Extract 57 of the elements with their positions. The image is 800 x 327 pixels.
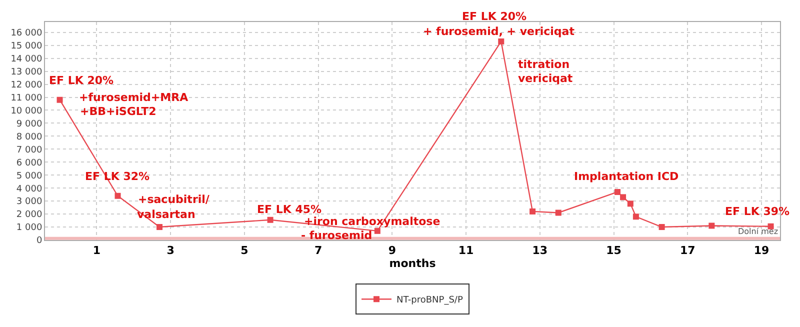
- x-tick-label: 1: [92, 244, 101, 258]
- x-tick-label: 7: [314, 244, 322, 258]
- y-tick-label: 15 000: [10, 42, 42, 52]
- annotation: EF LK 20%: [462, 10, 527, 23]
- point: [555, 210, 562, 216]
- y-tick-label: 16 000: [10, 28, 42, 39]
- annotation: + furosemid, + vericiqat: [423, 25, 574, 38]
- y-tick-label: 8 000: [16, 132, 42, 142]
- point: [267, 216, 274, 223]
- annotation: EF LK 39%: [725, 205, 790, 218]
- annotation: +furosemid+MRA: [79, 91, 189, 104]
- point: [530, 208, 536, 214]
- point: [627, 200, 634, 207]
- point: [658, 224, 665, 230]
- annotation: EF LK 45%: [257, 203, 322, 216]
- y-tick-label: 5 000: [16, 171, 42, 182]
- x-tick-label: 3: [166, 244, 174, 258]
- y-tick-label: 12 000: [10, 80, 42, 90]
- y-tick-label: 6 000: [16, 158, 42, 168]
- point: [620, 194, 626, 200]
- point: [708, 222, 715, 229]
- point: [614, 188, 620, 195]
- y-tick-label: 3 000: [16, 197, 42, 208]
- y-tick-label: 7 000: [16, 145, 42, 156]
- y-tick-label: 4 000: [16, 184, 42, 194]
- x-tick-label: 19: [754, 244, 770, 258]
- annotation: +sacubitril/: [138, 193, 210, 206]
- y-tick-label: 14 000: [10, 54, 42, 64]
- annotation: EF LK 20%: [49, 74, 114, 87]
- point: [498, 38, 504, 44]
- point: [768, 223, 774, 230]
- x-tick-label: 11: [458, 244, 474, 258]
- y-tick-label: 11 000: [10, 93, 42, 104]
- y-tick-label: 0: [36, 236, 42, 246]
- point: [374, 228, 380, 234]
- point: [156, 224, 162, 230]
- point: [56, 96, 63, 103]
- legend-label: NT-proBNP_S/P: [396, 296, 464, 306]
- point: [114, 192, 121, 199]
- point: [632, 214, 639, 220]
- x-tick-label: 15: [606, 244, 622, 258]
- annotation: vericiqat: [518, 72, 573, 85]
- annotation: +BB+iSGLT2: [80, 105, 156, 118]
- x-tick-label: 17: [680, 244, 696, 258]
- y-tick-label: 10 000: [10, 106, 42, 116]
- x-tick-label: 5: [240, 244, 248, 258]
- annotation: titration: [518, 58, 570, 71]
- ref-line-label: Dolní mez: [738, 227, 778, 236]
- y-tick-label: 13 000: [10, 67, 42, 78]
- x-tick-label: 13: [532, 244, 548, 258]
- annotation: Implantation ICD: [574, 170, 679, 183]
- y-tick-label: 2 000: [16, 210, 42, 220]
- y-tick-label: 9 000: [16, 119, 42, 130]
- y-tick-label: 1 000: [16, 223, 42, 234]
- x-tick-label: 9: [388, 244, 396, 258]
- x-axis-title: months: [389, 257, 436, 270]
- annotation: - furosemid: [301, 229, 372, 242]
